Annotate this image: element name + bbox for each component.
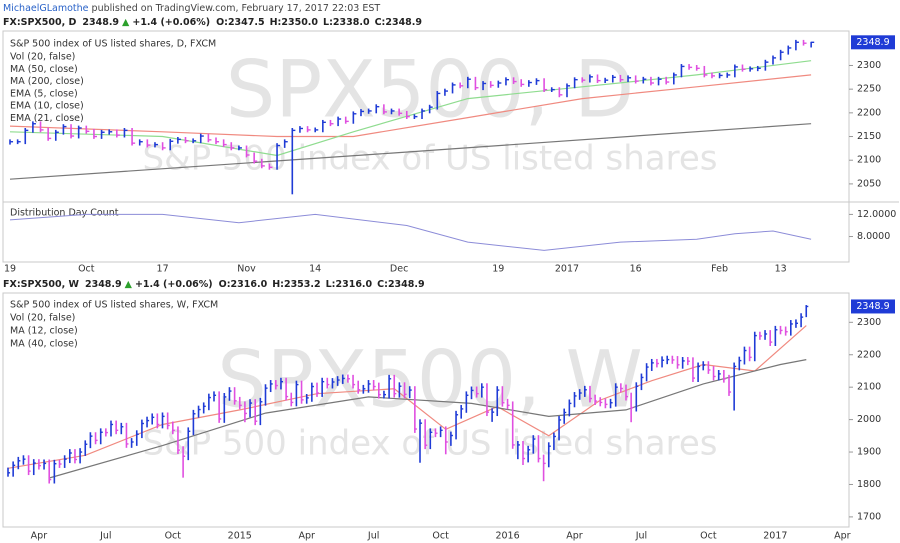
symbol-legend: FX:SPX500, W 2348.9 ▲ +1.4 (+0.06%) O:2316.0… (3, 279, 425, 290)
y-tick-label: 2000 (857, 414, 881, 425)
ohlc-value: 2348.9 (385, 17, 422, 28)
y-tick-label: 2200 (857, 349, 881, 360)
indicator-line (9, 123, 812, 180)
x-tick-label: 2016 (495, 531, 519, 542)
symbol: FX:SPX500, W (3, 279, 79, 290)
author[interactable]: MichaelGLamothe (3, 3, 89, 14)
x-tick-label: 19 (4, 264, 16, 275)
x-tick-label: 2017 (555, 264, 579, 275)
x-tick-label: Oct (700, 531, 717, 542)
last-price: 2348.9 (82, 17, 119, 28)
ohlc-label: O: (219, 279, 231, 290)
x-tick-label: Oct (165, 531, 182, 542)
y-tick-label: 2300 (857, 60, 881, 71)
ohlc-value: 2338.0 (333, 17, 370, 28)
y-tick-label: 1800 (857, 479, 881, 490)
watermark: SPX500, D (226, 45, 635, 135)
x-tick-label: Apr (566, 531, 583, 542)
indicator-line (9, 60, 812, 157)
y-tick-label: 2200 (857, 107, 881, 118)
indicator-line (7, 325, 807, 469)
last-price-box (851, 35, 895, 50)
x-tick-label: 19 (492, 264, 504, 275)
last-price-box (851, 299, 895, 314)
y-tick-label: 12.0000 (857, 209, 896, 220)
change-arrow: ▲ (125, 279, 133, 290)
indicator-line (9, 74, 812, 138)
x-tick-label: Jul (367, 531, 379, 542)
symbol: FX:SPX500, D (3, 17, 76, 28)
x-tick-label: 17 (157, 264, 169, 275)
ohlc-value: 2316.0 (335, 279, 372, 290)
study-label: Vol (20, false) (10, 313, 75, 324)
study-label: EMA (21, close) (10, 113, 84, 124)
symbol-legend: FX:SPX500, D 2348.9 ▲ +1.4 (+0.06%) O:2347.5… (3, 17, 422, 28)
distribution-line (9, 213, 812, 251)
study-label: MA (50, close) (10, 64, 78, 75)
watermark: SPX500, W (217, 335, 643, 425)
x-tick-label: Apr (298, 531, 315, 542)
ohlc-value: 2347.5 (228, 17, 265, 28)
chart-frame (2, 30, 850, 263)
ohlc-value: 2316.0 (231, 279, 268, 290)
change: +1.4 (+0.06%) (135, 279, 213, 290)
y-tick-label: 2100 (857, 155, 881, 166)
x-tick-label: Apr (834, 531, 851, 542)
x-tick-label: Oct (432, 531, 449, 542)
x-tick-label: Feb (711, 264, 728, 275)
y-tick-label: 2300 (857, 317, 881, 328)
panel-title: Distribution Day Count (10, 208, 119, 219)
y-tick-label: 8.0000 (857, 231, 890, 242)
study-label: Vol (20, false) (10, 52, 75, 63)
y-tick-label: 2100 (857, 382, 881, 393)
study-label: MA (40, close) (10, 339, 78, 350)
x-tick-label: 16 (630, 264, 642, 275)
x-tick-label: 13 (775, 264, 787, 275)
study-label: EMA (10, close) (10, 101, 84, 112)
ohlc-label: H: (272, 279, 284, 290)
x-tick-label: 2015 (228, 531, 252, 542)
last-price-label: 2348.9 (856, 37, 889, 48)
x-tick-label: Dec (390, 264, 408, 275)
last-price: 2348.9 (85, 279, 122, 290)
ohlc-value: 2353.2 (284, 279, 321, 290)
last-price-label: 2348.9 (856, 301, 889, 312)
ohlc-value: 2348.9 (388, 279, 425, 290)
chart-title: S&P 500 index of US listed shares, W, FX… (10, 300, 218, 311)
study-label: MA (12, close) (10, 326, 78, 337)
x-tick-label: 14 (309, 264, 321, 275)
study-label: MA (200, close) (10, 76, 84, 87)
indicator-line (49, 359, 807, 479)
chart-frame (2, 292, 850, 528)
ohlc-label: O: (216, 17, 228, 28)
y-tick-label: 1700 (857, 511, 881, 522)
chart-title: S&P 500 index of US listed shares, D, FX… (10, 39, 216, 50)
x-tick-label: Oct (78, 264, 95, 275)
watermark-subtitle: S&P 500 index of US listed shares (143, 139, 718, 179)
ohlc-label: C: (377, 279, 388, 290)
ohlc-value: 2350.0 (281, 17, 318, 28)
y-tick-label: 2250 (857, 84, 881, 95)
y-tick-label: 1900 (857, 447, 881, 458)
x-tick-label: Nov (237, 264, 256, 275)
y-tick-label: 2050 (857, 178, 881, 189)
ohlc-label: H: (270, 17, 282, 28)
y-tick-label: 2150 (857, 131, 881, 142)
change-arrow: ▲ (122, 17, 130, 28)
x-tick-label: Apr (31, 531, 48, 542)
ohlc-label: L: (326, 279, 336, 290)
study-label: EMA (5, close) (10, 88, 78, 99)
change: +1.4 (+0.06%) (132, 17, 210, 28)
publish-line: MichaelGLamothe published on TradingView… (3, 3, 380, 14)
x-tick-label: Jul (635, 531, 647, 542)
x-tick-label: 2017 (763, 531, 787, 542)
publish-text: published on TradingView.com, February 1… (89, 3, 381, 14)
ohlc-label: C: (375, 17, 386, 28)
x-tick-label: Jul (99, 531, 111, 542)
ohlc-label: L: (323, 17, 333, 28)
